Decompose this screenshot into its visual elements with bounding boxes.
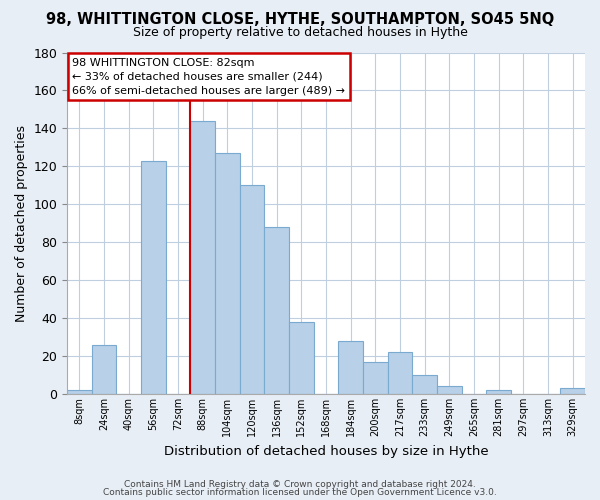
X-axis label: Distribution of detached houses by size in Hythe: Distribution of detached houses by size … (164, 444, 488, 458)
Bar (240, 186, 265, 394)
Text: 98 WHITTINGTON CLOSE: 82sqm
← 33% of detached houses are smaller (244)
66% of se: 98 WHITTINGTON CLOSE: 82sqm ← 33% of det… (73, 58, 346, 96)
Bar (363, 362, 388, 394)
Bar (215, 153, 240, 394)
Bar (265, 227, 289, 394)
Y-axis label: Number of detached properties: Number of detached properties (15, 125, 28, 322)
Text: Contains public sector information licensed under the Open Government Licence v3: Contains public sector information licen… (103, 488, 497, 497)
Text: Size of property relative to detached houses in Hythe: Size of property relative to detached ho… (133, 26, 467, 39)
Bar (560, 388, 585, 394)
Bar (190, 121, 215, 394)
Bar (388, 352, 412, 394)
Bar (338, 341, 363, 394)
Bar (141, 160, 166, 394)
Text: Contains HM Land Registry data © Crown copyright and database right 2024.: Contains HM Land Registry data © Crown c… (124, 480, 476, 489)
Bar (289, 322, 314, 394)
Bar (67, 390, 92, 394)
Bar (412, 375, 437, 394)
Text: 98, WHITTINGTON CLOSE, HYTHE, SOUTHAMPTON, SO45 5NQ: 98, WHITTINGTON CLOSE, HYTHE, SOUTHAMPTO… (46, 12, 554, 28)
Bar (92, 344, 116, 394)
Bar (437, 386, 462, 394)
Bar (487, 390, 511, 394)
